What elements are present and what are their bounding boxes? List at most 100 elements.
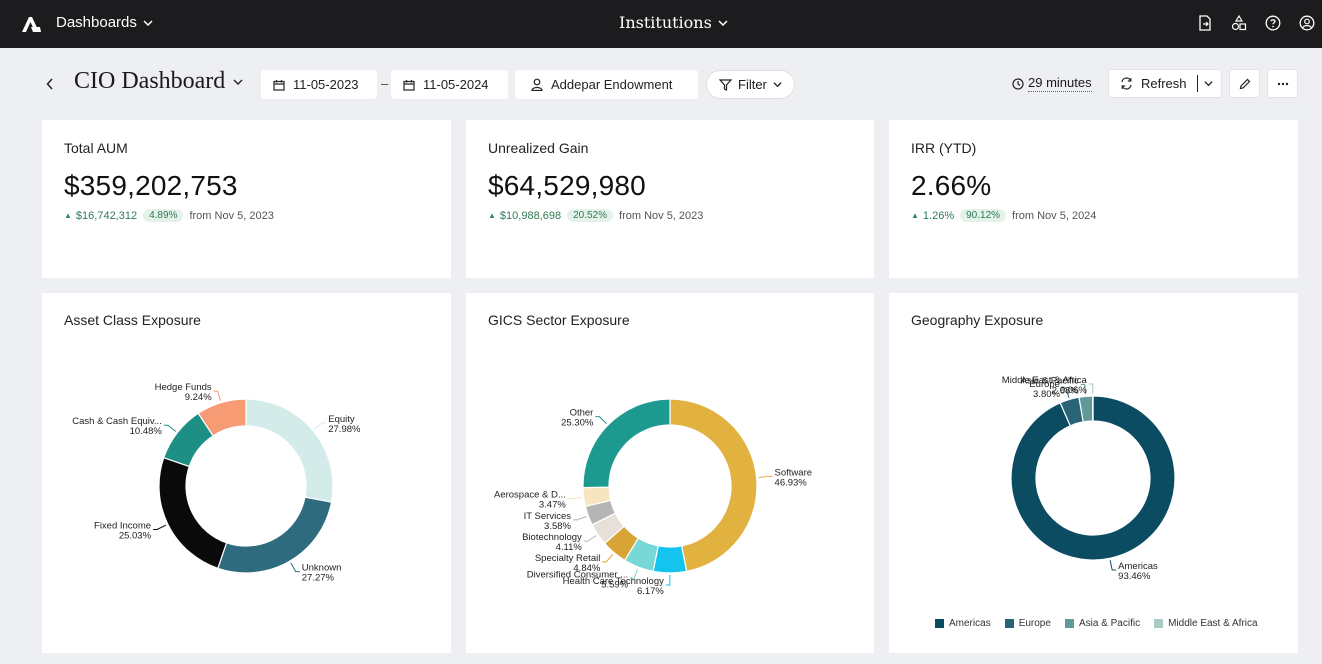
chevron-down-icon — [143, 19, 153, 26]
back-button[interactable] — [42, 75, 58, 93]
label-leader-line — [1088, 383, 1094, 395]
kpi-since: from Nov 5, 2024 — [1012, 209, 1097, 222]
filter-button[interactable]: Filter — [706, 70, 795, 99]
kpi-change: ▲ $10,988,698 20.52% from Nov 5, 2023 — [488, 209, 703, 222]
end-date-picker[interactable]: 11-05-2024 — [391, 70, 508, 99]
person-icon — [531, 78, 543, 91]
slice-value-label: 46.93% — [775, 477, 808, 488]
kpi-value: $64,529,980 — [488, 170, 646, 201]
chevron-down-icon — [1203, 81, 1213, 87]
kpi-card-irr-ytd[interactable]: IRR (YTD) 2.66% ▲ 1.26% 90.12% from Nov … — [889, 120, 1298, 278]
donut-slice[interactable] — [652, 545, 688, 574]
donut-slice[interactable] — [1010, 395, 1176, 561]
legend-label: Asia & Pacific — [1078, 618, 1141, 629]
slice-label: Diversified Consumer ... — [527, 569, 628, 580]
refresh-options-button[interactable] — [1203, 79, 1213, 88]
label-leader-line — [567, 496, 582, 500]
legend-item[interactable]: Americas — [935, 618, 991, 629]
slice-value-label: 2.68% — [1052, 385, 1079, 396]
dashboard-title-menu[interactable]: CIO Dashboard — [74, 68, 243, 95]
start-date-value: 11-05-2023 — [293, 77, 359, 92]
clock-icon — [1012, 77, 1024, 90]
kpi-change: ▲ 1.26% 90.12% from Nov 5, 2024 — [911, 209, 1096, 222]
slice-label: Middle East & Africa — [1002, 375, 1088, 386]
label-leader-line — [1109, 560, 1117, 571]
kpi-label: IRR (YTD) — [911, 140, 977, 156]
chevron-down-icon — [718, 19, 728, 26]
kpi-label: Total AUM — [64, 140, 128, 156]
dashboards-menu[interactable]: Dashboards — [56, 14, 153, 31]
slice-label: Biotechnology — [522, 532, 582, 543]
portfolio-selector[interactable]: Addepar Endowment — [515, 70, 698, 99]
donut-slice[interactable] — [158, 456, 228, 570]
label-leader-line — [630, 568, 639, 579]
chart-title: GICS Sector Exposure — [488, 312, 630, 328]
account-icon[interactable] — [1298, 14, 1316, 32]
shapes-icon[interactable] — [1230, 14, 1248, 32]
arrow-up-icon: ▲ — [488, 211, 496, 220]
slice-value-label: 6.17% — [637, 586, 664, 597]
legend-label: Europe — [1018, 618, 1051, 629]
asset-class-exposure-card: Asset Class Exposure Equity 27.98% Unknown… — [42, 293, 451, 653]
last-refresh-indicator[interactable]: 29 minutes — [1012, 75, 1092, 92]
kpi-card-total-aum[interactable]: Total AUM $359,202,753 ▲ $16,742,312 4.8… — [42, 120, 451, 278]
slice-value-label: 3.58% — [544, 521, 571, 532]
pencil-icon — [1239, 78, 1250, 89]
kpi-value: 2.66% — [911, 170, 992, 201]
date-range-separator: – — [381, 76, 389, 91]
workspace-label: Institutions — [619, 13, 712, 32]
legend-item[interactable]: Europe — [1004, 618, 1051, 629]
more-horizontal-icon — [1277, 82, 1288, 85]
workspace-menu[interactable]: Institutions — [619, 13, 728, 32]
donut-slice[interactable] — [582, 398, 671, 489]
slice-value-label: 93.46% — [1118, 571, 1151, 582]
label-leader-line — [153, 524, 167, 530]
help-icon[interactable] — [1264, 14, 1282, 32]
slice-label: Europe — [1029, 379, 1060, 390]
export-icon[interactable] — [1196, 14, 1214, 32]
end-date-value: 11-05-2024 — [423, 77, 489, 92]
page-title: CIO Dashboard — [74, 68, 226, 94]
slice-value-label: 4.84% — [573, 563, 600, 574]
slice-label: Unknown — [302, 563, 342, 574]
calendar-icon — [403, 79, 415, 91]
legend-item[interactable]: Middle East & Africa — [1154, 618, 1258, 629]
kpi-card-unrealized-gain[interactable]: Unrealized Gain $64,529,980 ▲ $10,988,69… — [466, 120, 874, 278]
slice-label: Fixed Income — [94, 520, 151, 531]
legend-label: Americas — [949, 618, 991, 629]
slice-value-label: 27.27% — [302, 573, 335, 584]
slice-label: Cash & Cash Equiv... — [72, 416, 162, 427]
label-leader-line — [595, 416, 607, 425]
kpi-pct-badge: 90.12% — [960, 209, 1007, 222]
edit-button[interactable] — [1229, 69, 1260, 98]
chevron-down-icon — [233, 79, 243, 85]
chart-title: Asset Class Exposure — [64, 312, 201, 328]
legend-swatch — [1154, 619, 1164, 628]
legend-swatch — [935, 619, 944, 628]
slice-value-label: 9.24% — [185, 392, 212, 403]
legend-swatch — [1064, 619, 1074, 628]
slice-value-label: 3.47% — [539, 500, 566, 511]
slice-label: Americas — [1118, 561, 1158, 572]
donut-slice[interactable] — [245, 398, 334, 503]
donut-slice[interactable] — [197, 398, 247, 437]
slice-value-label: 27.98% — [328, 424, 361, 435]
chevron-down-icon — [773, 82, 782, 88]
slice-value-label: 10.48% — [130, 426, 163, 437]
more-options-button[interactable] — [1267, 69, 1298, 98]
donut-slice[interactable] — [669, 398, 758, 573]
refresh-button[interactable]: Refresh — [1109, 70, 1187, 97]
kpi-pct-badge: 4.89% — [143, 209, 184, 222]
start-date-picker[interactable]: 11-05-2023 — [261, 70, 377, 99]
kpi-delta: $16,742,312 — [75, 209, 138, 222]
label-leader-line — [213, 390, 222, 401]
legend-item[interactable]: Asia & Pacific — [1064, 618, 1141, 629]
legend-label: Middle East & Africa — [1168, 618, 1258, 629]
refresh-split-button: Refresh — [1108, 69, 1222, 98]
addepar-logo-icon[interactable] — [20, 14, 42, 34]
slice-value-label: 0.06% — [1060, 385, 1087, 396]
label-leader-line — [1061, 387, 1070, 398]
